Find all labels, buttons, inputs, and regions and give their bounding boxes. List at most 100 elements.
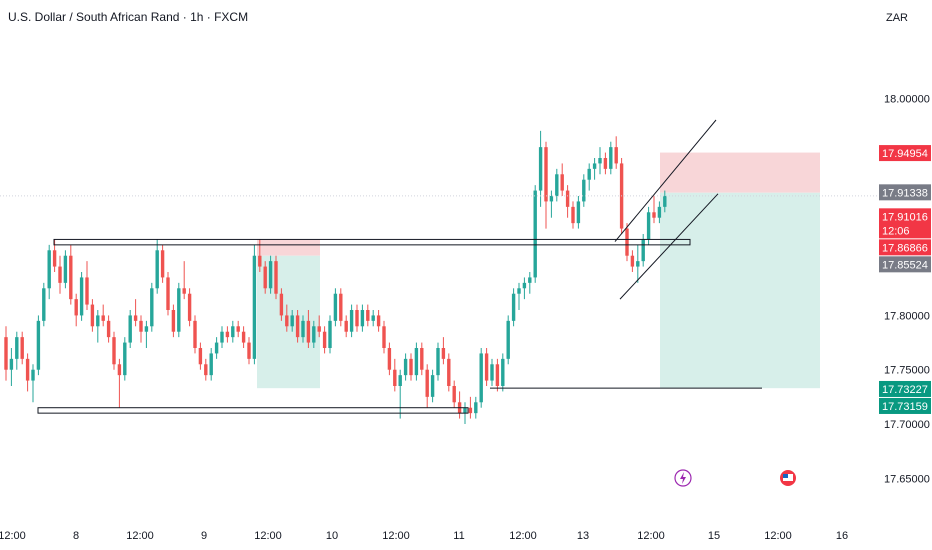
candle-body — [20, 337, 24, 359]
channel-lower-line — [619, 193, 719, 300]
candle-body — [479, 353, 483, 403]
price-tag-box — [879, 239, 931, 256]
candle-body — [290, 315, 294, 327]
candle — [263, 261, 267, 294]
candle-body — [198, 348, 203, 365]
candle-body — [414, 348, 419, 376]
y-tick-label: 17.80000 — [884, 310, 930, 322]
candle-body — [74, 299, 78, 316]
candle — [268, 255, 273, 294]
candle — [220, 326, 224, 348]
x-tick-label: 15 — [708, 530, 720, 542]
candle-body — [657, 206, 662, 218]
candle — [106, 315, 111, 343]
y-tick-label: 17.70000 — [884, 419, 930, 431]
price-tag-box — [879, 208, 931, 239]
candle — [79, 272, 84, 321]
price-tag-label: 17.86866 — [882, 242, 928, 254]
candle — [198, 342, 203, 370]
candle — [565, 185, 570, 218]
candle — [511, 288, 516, 327]
candle — [474, 396, 478, 419]
candle — [101, 304, 105, 327]
candle-body — [436, 348, 440, 376]
candle — [484, 348, 489, 386]
candle — [625, 223, 629, 262]
drawing-layer — [257, 152, 820, 389]
candle-body — [582, 179, 586, 202]
candle-body — [544, 147, 548, 202]
candle — [414, 342, 419, 381]
candle — [571, 201, 575, 229]
price-tag-countdown: 12:06 — [882, 225, 910, 237]
candle-body — [25, 358, 30, 381]
candle-body — [133, 315, 138, 321]
price-tag-label: 17.73159 — [882, 401, 928, 413]
candle-body — [571, 206, 575, 224]
candle — [85, 261, 89, 310]
candle-body — [306, 320, 311, 343]
candle-body — [382, 326, 386, 348]
candle-body — [209, 353, 213, 376]
candle-body — [663, 196, 667, 207]
candle-body — [123, 342, 127, 376]
candle-body — [268, 261, 273, 289]
candle-body — [274, 261, 278, 294]
candle — [69, 244, 73, 305]
candle-body — [409, 358, 413, 376]
price-tag-box — [879, 256, 931, 273]
candle — [328, 315, 332, 354]
candle — [506, 315, 510, 365]
candle — [36, 315, 41, 376]
candle — [630, 250, 635, 272]
candle-body — [9, 358, 14, 370]
candle — [355, 304, 359, 332]
price-tag-box — [879, 380, 931, 397]
candle-body — [69, 255, 73, 300]
candle-body — [587, 168, 591, 180]
candle — [96, 310, 100, 343]
candle-body — [630, 255, 635, 267]
lightning-icon — [674, 469, 692, 487]
candle — [349, 304, 354, 338]
x-tick-label: 12:00 — [0, 530, 26, 542]
candle-body — [42, 288, 46, 321]
candle-body — [252, 255, 257, 359]
candle-body — [555, 174, 559, 196]
candle-body — [139, 320, 143, 332]
candle — [371, 310, 375, 327]
candle-body — [366, 310, 370, 321]
price-tag-box — [879, 397, 931, 414]
candle — [490, 358, 494, 386]
candle — [533, 185, 537, 283]
candle — [301, 315, 305, 343]
candle-body — [4, 337, 8, 370]
trade-2-target-zone — [660, 192, 820, 389]
candle-body — [652, 212, 656, 218]
candle-body — [258, 255, 262, 267]
candle-body — [403, 358, 408, 376]
candle-body — [468, 407, 473, 414]
candle-body — [441, 348, 446, 359]
overlay-layer — [0, 119, 880, 487]
candle-body — [295, 315, 300, 338]
candle-body — [506, 320, 510, 359]
candle — [231, 320, 235, 343]
x-tick-label: 12:00 — [126, 530, 154, 542]
candle-body — [317, 326, 321, 332]
candle — [517, 282, 521, 310]
candle — [144, 320, 149, 348]
candle-body — [614, 147, 618, 164]
resistance-zone — [53, 238, 691, 246]
candle — [452, 380, 456, 408]
candle — [312, 320, 316, 348]
candle-body — [609, 147, 613, 169]
candle — [187, 288, 192, 327]
x-tick-label: 11 — [453, 530, 464, 542]
currency-label[interactable]: ZAR — [886, 12, 908, 24]
candle-body — [501, 358, 505, 386]
candle — [636, 244, 640, 283]
flag-icon-canton — [783, 474, 788, 478]
candle-body — [371, 315, 375, 321]
